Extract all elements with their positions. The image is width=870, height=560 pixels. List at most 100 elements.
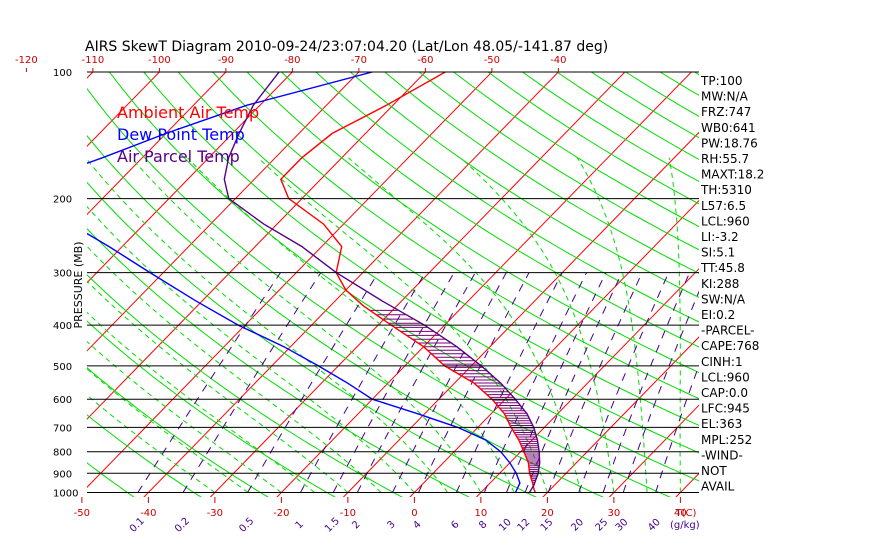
- isotherm-line: [87, 72, 493, 488]
- pressure-tick-label: 800: [53, 448, 72, 459]
- dry-adiabat-line: [87, 367, 269, 497]
- index-item: TT:45.8: [700, 261, 745, 275]
- mixing-ratio-label: 20: [569, 517, 586, 534]
- dry-adiabat-line: [864, 53, 870, 502]
- mixing-ratio-label: 40: [646, 517, 663, 534]
- dry-adiabat-line: [797, 53, 870, 502]
- index-item: TP:100: [700, 74, 743, 88]
- moist-adiabat-line: [87, 280, 349, 493]
- index-item: LI:-3.2: [701, 230, 739, 244]
- pressure-tick-label: 500: [53, 362, 72, 373]
- moist-adiabat-line: [87, 368, 249, 493]
- pressure-axis-label: PRESSURE (MB): [72, 242, 85, 329]
- legend-entry: Dew Point Temp: [117, 125, 245, 144]
- pressure-tick-label: 200: [53, 195, 72, 206]
- isotherm-line: [409, 199, 699, 497]
- index-item: CAP:0.0: [701, 386, 748, 400]
- dry-adiabat-line: [87, 462, 135, 497]
- chart-title: AIRS SkewT Diagram 2010-09-24/23:07:04.2…: [85, 39, 608, 55]
- mixing-ratio-line: [247, 272, 379, 493]
- top-temp-tick-label: -50: [484, 55, 500, 66]
- index-item: KI:288: [701, 277, 739, 291]
- air-parcel-temp-line: [223, 72, 541, 493]
- dry-adiabat-line: [830, 53, 870, 502]
- mixing-ratio-label: 8: [477, 519, 489, 531]
- dew-point-temp-line: [87, 72, 521, 493]
- temp-tick-label: 20: [541, 508, 554, 519]
- dry-adiabat-line: [87, 87, 671, 497]
- dry-adiabat-line: [87, 274, 403, 497]
- cape-hatch: [369, 309, 540, 483]
- mixing-ratio-line: [182, 272, 322, 493]
- index-item: -PARCEL-: [701, 324, 755, 338]
- index-item: CINH:1: [701, 355, 743, 369]
- dry-adiabat-line: [693, 72, 699, 76]
- legend-entry: Air Parcel Temp: [117, 147, 240, 166]
- index-item: RH:55.7: [701, 152, 749, 166]
- index-item: LFC:945: [701, 402, 750, 416]
- index-item: SI:5.1: [701, 246, 735, 260]
- mixing-ratio-label: 15: [539, 517, 556, 534]
- top-temp-tick-label: -120: [15, 55, 38, 66]
- mixing-ratio-label: 6: [449, 519, 461, 531]
- dry-adiabat-line: [315, 72, 699, 323]
- index-item: FRZ:747: [701, 105, 751, 119]
- dry-adiabat-line: [87, 135, 604, 497]
- index-item: -WIND-: [701, 448, 743, 462]
- temp-tick-label: -20: [273, 508, 289, 519]
- temp-tick-label: 10: [475, 508, 488, 519]
- isotherm-line: [475, 268, 699, 497]
- temp-tick-label: 30: [608, 508, 621, 519]
- dry-adiabat-line: [87, 414, 202, 497]
- mixing-ratio-label: 1: [294, 519, 306, 531]
- mixing-ratio-units-label: (g/kg): [670, 520, 700, 531]
- isotherm-line: [87, 72, 360, 352]
- legend-entry: Ambient Air Temp: [117, 103, 259, 122]
- top-temp-tick-label: -100: [148, 55, 171, 66]
- temp-tick-label: 40: [674, 508, 687, 519]
- dry-adiabat-line: [246, 72, 699, 374]
- isotherm-line: [87, 72, 427, 420]
- index-item: CAPE:768: [701, 339, 759, 353]
- mixing-ratio-line: [622, 290, 699, 493]
- dry-adiabat-line: [280, 72, 699, 348]
- mixing-ratio-line: [602, 272, 691, 493]
- mixing-ratio-label: 2: [350, 519, 362, 531]
- index-item: LCL:960: [701, 214, 750, 228]
- pressure-tick-label: 100: [53, 68, 72, 79]
- index-item: PW:18.76: [701, 136, 758, 150]
- pressure-tick-label: 600: [53, 395, 72, 406]
- moist-adiabat-line: [87, 311, 315, 493]
- dry-adiabat-line: [418, 72, 699, 251]
- top-temp-tick-label: -110: [82, 55, 105, 66]
- mixing-ratio-label: 0.5: [237, 516, 256, 535]
- mixing-ratio-line: [547, 272, 643, 493]
- pressure-tick-label: 1000: [53, 489, 78, 500]
- mixing-ratio-label: 25: [594, 517, 611, 534]
- top-temp-tick-label: -60: [417, 55, 433, 66]
- legend: Ambient Air Temp Dew Point Temp Air Parcel…: [117, 103, 259, 166]
- profile-series: [87, 72, 541, 493]
- isotherm-line: [87, 72, 161, 147]
- dry-adiabat-line: [349, 72, 699, 299]
- index-item: MAXT:18.2: [701, 168, 764, 182]
- dry-adiabat-line: [87, 320, 336, 497]
- mixing-ratio-line: [332, 272, 455, 493]
- isotherm-line: [143, 72, 560, 497]
- index-item: AVAIL: [701, 480, 735, 494]
- isotherm-line: [342, 131, 699, 497]
- mixing-ratio-label: 12: [516, 517, 533, 534]
- top-temp-tick-label: -90: [218, 55, 234, 66]
- index-item: MPL:252: [701, 433, 752, 447]
- temp-tick-label: -40: [140, 508, 156, 519]
- index-item: MW:N/A: [701, 90, 749, 104]
- index-item: LCL:960: [701, 370, 750, 384]
- pressure-tick-label: 700: [53, 423, 72, 434]
- pressure-tick-label: 300: [53, 269, 72, 280]
- mixing-ratio-line: [300, 272, 426, 493]
- mixing-ratio-label: 30: [614, 517, 631, 534]
- index-item: EL:363: [701, 417, 742, 431]
- index-item: NOT: [701, 464, 727, 478]
- mixing-ratio-label: 0.2: [173, 516, 192, 535]
- mixing-ratio-line: [578, 272, 670, 493]
